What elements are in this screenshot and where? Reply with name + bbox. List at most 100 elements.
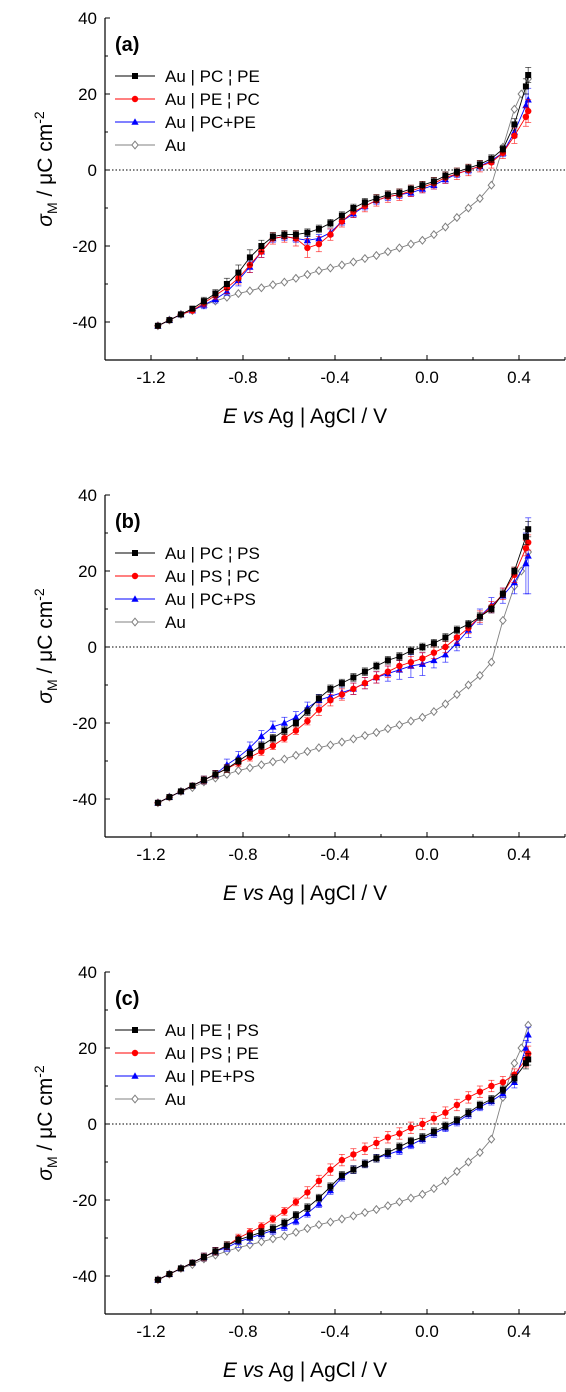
data-point: [154, 1276, 161, 1283]
data-point: [407, 659, 415, 666]
data-point: [442, 1122, 449, 1129]
series-1: [154, 521, 532, 806]
data-point: [338, 691, 346, 698]
chart-panel-1: -40 -20 0 20 40 -1.2 -0.8 -0.4 0.0 0.4 (a) Au | PC …: [31, 9, 566, 428]
legend-label: Au | PS ¦ PC: [165, 567, 260, 586]
data-point: [517, 89, 526, 99]
data-point: [315, 695, 322, 702]
data-point: [257, 1237, 266, 1247]
data-point: [499, 1086, 506, 1093]
data-point: [304, 717, 311, 725]
data-point: [327, 1166, 334, 1173]
data-point: [223, 1242, 230, 1249]
data-point: [525, 1056, 532, 1063]
data-point: [442, 172, 449, 179]
legend-label: Au | PC+PS: [165, 590, 256, 609]
series-line: [157, 74, 529, 327]
legend-marker: [131, 95, 139, 103]
data-point: [292, 1198, 300, 1206]
data-point: [396, 653, 403, 660]
data-point: [522, 113, 530, 121]
series-line: [157, 555, 529, 804]
series-line: [157, 1053, 529, 1281]
data-point: [292, 720, 299, 726]
data-point: [189, 782, 196, 789]
x-tick-label: 0.4: [507, 368, 531, 387]
data-point: [177, 1265, 184, 1272]
x-axis-label: E vs Ag | AgCl / V: [223, 1359, 387, 1382]
x-tick-label: -1.2: [136, 1322, 165, 1341]
data-point: [258, 1229, 265, 1236]
series-4: [154, 1020, 533, 1285]
data-point: [441, 1176, 450, 1186]
data-point: [350, 205, 357, 211]
data-point: [280, 1231, 289, 1241]
data-point: [269, 1234, 277, 1244]
data-point: [525, 107, 532, 115]
data-point: [373, 674, 380, 681]
data-point: [499, 1079, 507, 1086]
data-point: [373, 663, 380, 669]
data-point: [476, 161, 483, 168]
data-point: [419, 655, 426, 662]
series-line: [157, 551, 529, 804]
data-point: [361, 1160, 368, 1167]
data-point: [464, 680, 473, 690]
data-point: [338, 1156, 346, 1164]
series-1: [154, 67, 532, 329]
data-point: [465, 1094, 472, 1101]
legend-label: Au | PE ¦ PC: [165, 90, 260, 109]
data-point: [257, 760, 266, 770]
data-point: [246, 1233, 253, 1240]
data-point: [384, 668, 392, 675]
data-point: [430, 1184, 438, 1194]
data-point: [430, 178, 437, 185]
data-point: [281, 231, 288, 238]
data-point: [166, 317, 173, 324]
data-point: [465, 165, 472, 172]
data-point: [361, 1207, 369, 1218]
series-line: [157, 1059, 529, 1281]
x-axis-label: E vs Ag | AgCl / V: [223, 882, 387, 905]
data-point: [419, 644, 426, 650]
legend-marker: [131, 140, 139, 150]
data-point: [349, 734, 358, 744]
data-point: [442, 1109, 449, 1116]
data-point: [200, 1254, 207, 1260]
chart-panel-3: -40 -20 0 20 40 -1.2 -0.8 -0.4 0.0 0.4 (c) Au | PE …: [31, 963, 566, 1382]
data-point: [407, 239, 415, 249]
legend: Au | PC ¦ PS Au | PS ¦ PC Au | PC+PS Au: [115, 544, 260, 632]
data-point: [338, 260, 346, 270]
data-point: [338, 1172, 345, 1179]
data-point: [269, 723, 277, 730]
data-point: [525, 526, 532, 533]
legend-label: Au | PE+PS: [165, 1067, 255, 1086]
y-tick-label: -20: [72, 1191, 97, 1210]
data-point: [396, 1130, 403, 1137]
data-point: [350, 685, 357, 692]
data-point: [430, 1128, 437, 1135]
data-point: [292, 727, 300, 734]
data-point: [522, 1060, 529, 1067]
data-point: [396, 189, 403, 196]
data-point: [487, 657, 496, 667]
y-tick-label: 0: [88, 161, 97, 180]
data-point: [212, 771, 219, 778]
data-point: [327, 697, 334, 704]
data-point: [407, 716, 415, 726]
data-point: [453, 212, 461, 223]
data-point: [303, 746, 312, 757]
data-point: [487, 180, 496, 190]
data-point: [280, 277, 289, 287]
y-tick-label: 0: [88, 1115, 97, 1134]
y-tick-label: -20: [72, 237, 97, 256]
data-point: [511, 568, 518, 574]
data-point: [510, 104, 519, 114]
data-point: [292, 1227, 300, 1237]
data-point: [488, 606, 495, 612]
data-point: [430, 640, 437, 647]
data-point: [350, 1151, 357, 1158]
data-point: [303, 1223, 312, 1234]
legend-marker: [132, 550, 138, 556]
legend-marker: [131, 1049, 139, 1057]
